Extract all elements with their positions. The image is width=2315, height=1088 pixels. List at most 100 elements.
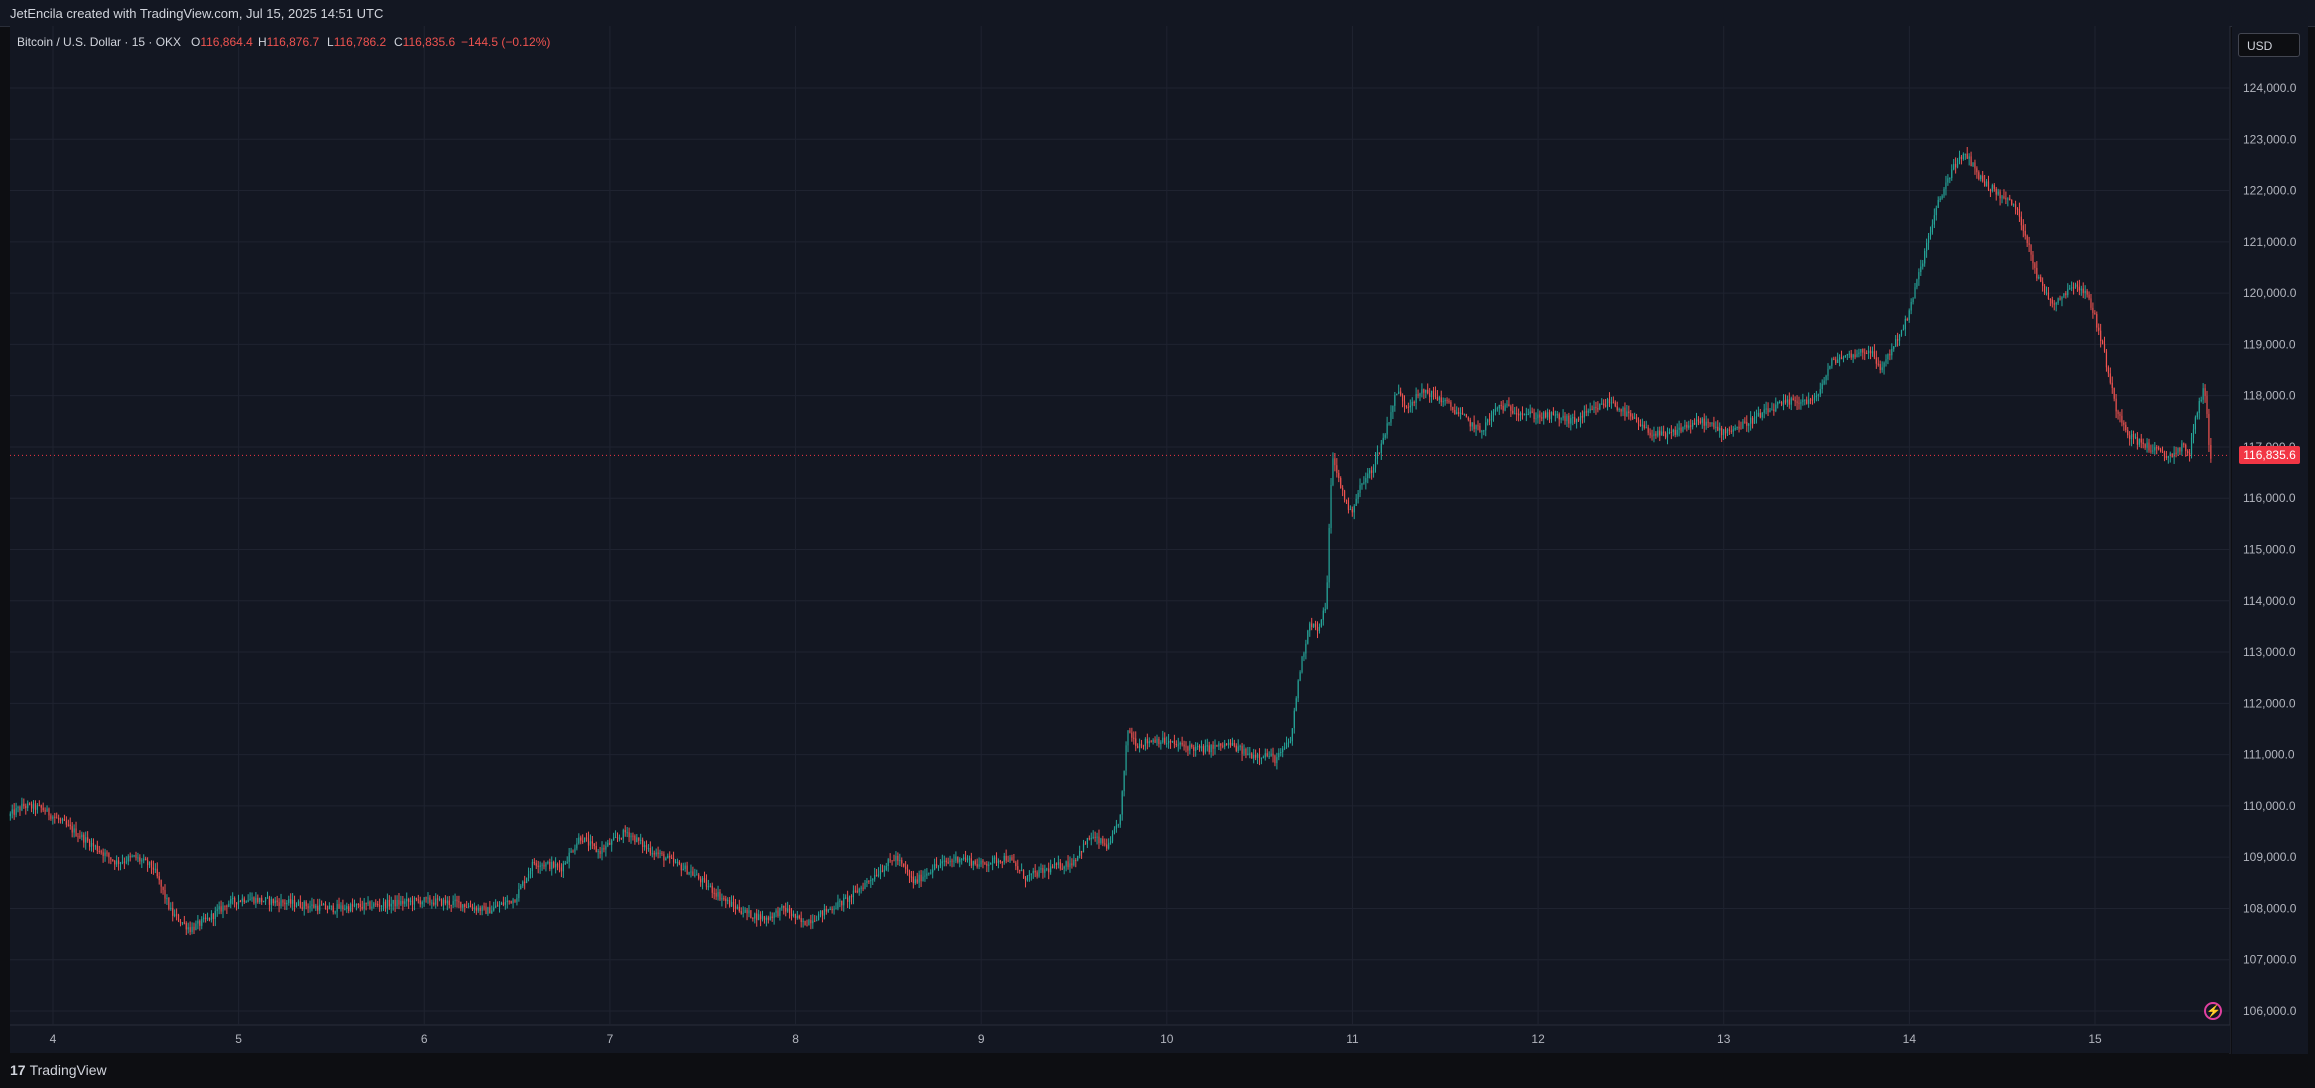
candle-body [1075, 859, 1077, 861]
candle-body [1962, 153, 1964, 159]
candle-body [1875, 357, 1877, 364]
candle-body [1931, 224, 1934, 233]
candle-body [1417, 394, 1419, 397]
candle-body [696, 874, 698, 876]
candle-body [854, 890, 856, 892]
candle-body [487, 907, 489, 914]
candle-body [1148, 741, 1150, 744]
candle-body [543, 864, 545, 867]
candle-body [1618, 409, 1620, 411]
candle-body [1127, 730, 1129, 746]
tradingview-logo-text: TradingView [29, 1062, 107, 1078]
candle-body [655, 852, 657, 855]
candle-body [218, 906, 220, 910]
candle-body [1026, 875, 1029, 881]
price-tick-label: 112,000.0 [2243, 696, 2296, 710]
candle-body [197, 920, 199, 924]
legend: Bitcoin / U.S. Dollar · 15 · OKX O116,86… [17, 35, 550, 49]
candle-body [1746, 421, 1748, 426]
candle-body [2100, 330, 2102, 342]
candle-body [701, 878, 704, 883]
tradingview-logo[interactable]: 17 TradingView [10, 1062, 107, 1078]
candle-body [483, 906, 485, 908]
price-chart[interactable]: 106,000.0 107,000.0 108,000.0 109,000.0 110,… [0, 26, 2315, 1054]
candle-body [1761, 412, 1763, 418]
candle-body [1365, 478, 1367, 483]
legend-change: −144.5 (−0.12%) [461, 35, 550, 49]
candle-body [1643, 424, 1645, 428]
candle-body [1011, 857, 1013, 861]
candle-body [2020, 216, 2022, 226]
candle-body [2159, 449, 2162, 452]
candle-body [282, 900, 284, 903]
candle-body [881, 870, 884, 872]
candle-body [1858, 352, 1860, 354]
candle-body [1755, 416, 1758, 418]
candle-body [87, 837, 89, 841]
plot-area[interactable] [10, 26, 2230, 1025]
candle-body [1678, 427, 1680, 430]
candle-body [935, 864, 938, 866]
currency-button[interactable]: USD [2238, 33, 2300, 57]
candle-body [67, 824, 69, 826]
candle-body [444, 899, 446, 904]
candle-body [377, 903, 379, 906]
candle-body [1046, 868, 1048, 870]
lightning-icon[interactable]: ⚡ [2204, 1002, 2222, 1020]
candle-body [1005, 855, 1007, 861]
candle-body [1382, 437, 1384, 444]
candle-body [568, 852, 570, 862]
legend-symbol: Bitcoin / U.S. Dollar · 15 · OKX [17, 35, 181, 49]
candle-body [46, 808, 48, 812]
candle-body [698, 874, 700, 879]
candle-body [1050, 866, 1052, 873]
candle-body [1506, 404, 1508, 406]
price-axis[interactable] [2232, 26, 2308, 1054]
candle-body [1572, 417, 1574, 419]
candle-body [437, 898, 439, 900]
candle-body [1684, 424, 1686, 427]
candle-body [1829, 365, 1831, 369]
candle-body [1204, 745, 1206, 753]
candle-body [214, 910, 216, 920]
candle-body [2080, 288, 2082, 291]
candle-body [1552, 412, 1555, 416]
candle-body [607, 842, 609, 846]
candle-body [1396, 393, 1398, 395]
candle-body [203, 917, 205, 920]
candle-body [845, 897, 847, 899]
candle-body [328, 906, 330, 910]
candle-body [742, 912, 744, 914]
candle-body [659, 852, 661, 854]
candle-body [2188, 453, 2191, 455]
candle-body [299, 901, 301, 908]
candle-body [1724, 429, 1727, 434]
candle-body [1270, 753, 1272, 756]
candle-body [1711, 422, 1713, 424]
candle-body [872, 879, 874, 881]
candle-body [1500, 405, 1502, 407]
candle-body [562, 863, 564, 872]
candle-body [1214, 744, 1216, 749]
candle-body [916, 879, 918, 883]
candle-body [1955, 163, 1957, 168]
candle-body [102, 852, 104, 856]
candle-body [1583, 411, 1585, 418]
candle-body [216, 909, 218, 911]
candle-body [61, 819, 64, 821]
candle-body [1541, 417, 1543, 419]
candle-body [1717, 426, 1719, 431]
candle-body [995, 857, 998, 863]
candle-body [986, 863, 988, 866]
time-axis[interactable] [10, 1025, 2230, 1053]
candle-body [1129, 730, 1131, 733]
candle-body [1374, 458, 1377, 468]
candle-body [2047, 292, 2050, 299]
candle-body [667, 855, 669, 859]
candle-body [1400, 391, 1402, 396]
candle-body [2196, 412, 2198, 418]
candle-body [1771, 409, 1773, 411]
candle-body [1094, 836, 1096, 838]
price-tick-label: 123,000.0 [2243, 132, 2297, 146]
candle-body [690, 871, 692, 873]
